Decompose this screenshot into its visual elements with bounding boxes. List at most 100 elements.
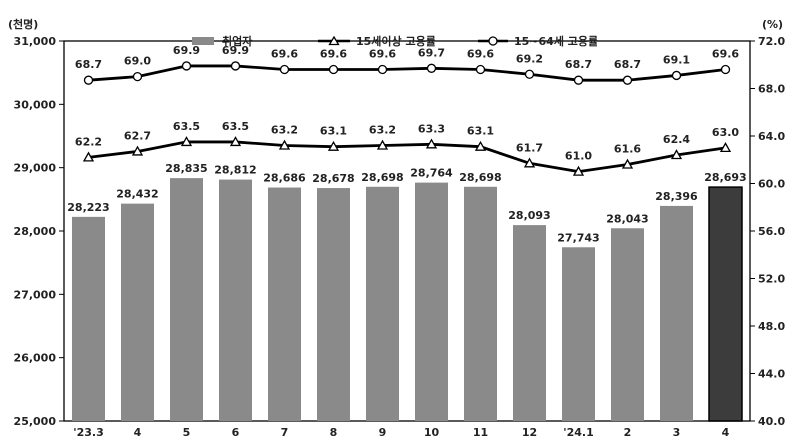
x-tick-label: 12: [522, 426, 537, 439]
line-value-label: 63.1: [320, 125, 347, 138]
bar-value-label: 28,093: [508, 209, 550, 222]
x-tick-label: 10: [424, 426, 440, 439]
bar: [268, 187, 301, 421]
triangle-marker: [229, 136, 242, 147]
x-tick-label: '24.1: [563, 426, 594, 439]
right-tick-label: 68.0: [758, 83, 785, 96]
bar: [72, 216, 105, 421]
x-tick-label: 9: [379, 426, 387, 439]
right-tick-label: 60.0: [758, 178, 785, 191]
triangle-marker: [719, 142, 732, 153]
bar-value-label: 28,043: [606, 212, 648, 225]
right-tick-label: 72.0: [758, 35, 785, 48]
line-value-label: 62.7: [124, 129, 151, 142]
bar-value-label: 28,835: [165, 162, 207, 175]
line-value-label: 69.9: [222, 44, 249, 57]
line-value-label: 69.6: [320, 48, 347, 61]
line-value-label: 62.2: [75, 135, 102, 148]
bar-value-label: 28,698: [459, 171, 501, 184]
left-tick-label: 29,000: [14, 162, 57, 175]
x-tick-label: 8: [330, 426, 338, 439]
x-tick-label: '23.3: [73, 426, 104, 439]
x-tick-label: 5: [183, 426, 191, 439]
right-tick-label: 52.0: [758, 273, 785, 286]
x-tick-label: 4: [722, 426, 730, 439]
left-tick-label: 25,000: [14, 415, 57, 428]
line-value-label: 63.1: [467, 125, 494, 138]
right-tick-label: 64.0: [758, 130, 785, 143]
x-tick-label: 4: [134, 426, 142, 439]
circle-marker: [524, 69, 535, 79]
circle-marker: [377, 64, 388, 75]
line-value-label: 69.6: [712, 48, 739, 61]
bar-value-label: 28,686: [263, 172, 306, 185]
triangle-marker: [621, 158, 634, 169]
triangle-marker: [474, 140, 487, 151]
x-tick-label: 7: [281, 426, 289, 439]
line-value-label: 68.7: [614, 58, 641, 71]
x-tick-label: 11: [473, 426, 488, 439]
legend-label-employed: 취업자: [222, 34, 253, 48]
line-series-15plus: 62.2 62.7 63.5 63.5 63.2 63.1 63.2 63.3 63.1 61.7…: [75, 120, 739, 176]
right-tick-label: 44.0: [758, 368, 785, 381]
bar-value-label: 28,812: [214, 164, 256, 177]
left-axis-ticks: 25,000 26,000 27,000 28,000 29,000 30,000 31,0…: [14, 35, 64, 428]
x-tick-label: 2: [624, 426, 632, 439]
right-tick-label: 48.0: [758, 320, 785, 333]
left-axis-unit: (천명): [8, 17, 38, 31]
line-value-label: 61.0: [565, 150, 592, 163]
circle-marker: [622, 75, 633, 85]
legend-label-15to64: 15~64세 고용률: [514, 34, 598, 48]
circle-marker: [573, 75, 584, 85]
triangle-marker: [278, 139, 291, 150]
line-value-label: 63.2: [369, 124, 396, 137]
triangle-marker: [523, 157, 536, 168]
left-tick-label: 26,000: [14, 352, 57, 365]
circle-marker: [83, 75, 94, 85]
x-tick-label: 3: [673, 426, 681, 439]
bar: [317, 188, 350, 421]
right-axis-ticks: 40.0 44.0 48.0 52.0 56.0 60.0 64.0 68.0 72.0: [750, 35, 785, 428]
triangle-marker: [327, 140, 340, 151]
legend-triangle-marker: [328, 35, 340, 46]
bar: [464, 186, 497, 421]
left-tick-label: 27,000: [14, 288, 57, 301]
bar-value-label: 28,693: [704, 171, 746, 184]
legend: 취업자 15세이상 고용률 15~64세 고용률: [192, 34, 598, 48]
bar-value-label: 28,396: [655, 190, 698, 203]
line-value-label: 63.3: [418, 122, 445, 135]
circle-marker: [426, 63, 437, 73]
left-tick-label: 30,000: [14, 98, 57, 111]
line-series-15to64: 68.7 69.0 69.9 69.9 69.6 69.6 69.6 69.7 69.6 69.2…: [75, 44, 739, 85]
line-value-label: 63.2: [271, 124, 298, 137]
bar-value-label: 28,698: [361, 171, 403, 184]
triangle-marker: [670, 149, 683, 160]
triangle-marker: [425, 138, 438, 149]
bar-data-labels: 28,223 28,432 28,835 28,812 28,686 28,678 28,6…: [67, 162, 746, 244]
left-tick-label: 31,000: [14, 35, 57, 48]
triangle-marker: [572, 165, 585, 176]
bar: [170, 178, 203, 421]
x-tick-label: 6: [232, 426, 240, 439]
bar-value-label: 28,678: [312, 172, 354, 185]
line-value-label: 63.0: [712, 126, 739, 139]
line-value-label: 69.9: [173, 44, 200, 57]
line-value-label: 69.6: [369, 48, 396, 61]
circle-marker: [181, 61, 192, 71]
circle-marker: [475, 64, 486, 75]
line-value-label: 63.5: [173, 120, 200, 133]
series-line: [88, 140, 726, 174]
bar-value-label: 28,432: [116, 188, 158, 201]
right-tick-label: 40.0: [758, 415, 785, 428]
bar: [121, 203, 154, 421]
legend-circle-marker: [488, 36, 498, 46]
bar: [562, 247, 595, 421]
circle-marker: [230, 61, 241, 71]
circle-marker: [328, 64, 339, 75]
circle-marker: [279, 64, 290, 75]
right-axis-unit: (%): [762, 18, 783, 31]
bar-value-label: 28,764: [410, 167, 453, 180]
line-value-label: 69.7: [418, 46, 445, 59]
circle-marker: [132, 71, 143, 82]
